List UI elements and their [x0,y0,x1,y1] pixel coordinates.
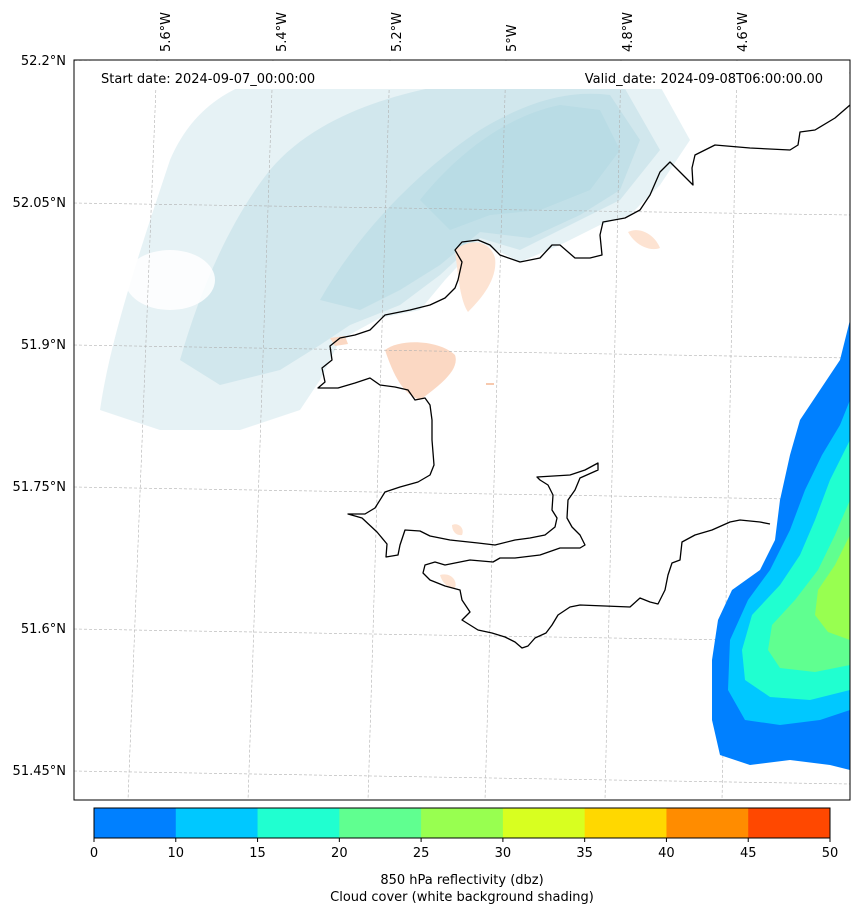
start-date-label: Start date: 2024-09-07_00:00:00 [101,72,315,87]
colorbar-segment [502,808,586,838]
colorbar-segment [257,808,340,838]
lon-label: 4.6°W [736,12,751,52]
colorbar-tick-label: 20 [331,846,348,861]
colorbar-label: 850 hPa reflectivity (dbz) [380,873,543,888]
colorbar-segment [94,808,177,838]
lon-label: 4.8°W [621,12,636,52]
colorbar: 0 10 15 20 25 30 35 40 45 50 850 hPa reflectivity… [90,807,839,905]
colorbar-tick-label: 45 [740,846,757,861]
colorbar-segment [748,808,831,838]
colorbar-sublabel: Cloud cover (white background shading) [330,890,594,905]
valid-date-label: Valid_date: 2024-09-08T06:00:00.00 [585,72,823,87]
lat-label: 51.75°N [13,480,66,495]
lon-label: 5.4°W [275,12,290,52]
map-panel [74,60,850,800]
cloud-cover-shading [100,68,690,430]
lon-label: 5.6°W [159,12,174,52]
lat-label: 51.9°N [21,338,66,353]
lat-label: 52.05°N [13,196,66,211]
colorbar-tick-label: 35 [576,846,593,861]
colorbar-tick-label: 40 [658,846,675,861]
header-band [75,61,849,89]
colorbar-tick-label: 30 [495,846,512,861]
lat-label: 51.45°N [13,764,66,779]
colorbar-tick-label: 50 [822,846,839,861]
lon-label: 5.2°W [390,12,405,52]
colorbar-segment [421,808,504,838]
colorbar-segment [339,808,422,838]
lat-label: 51.6°N [21,622,66,637]
reflectivity-field [712,320,850,770]
colorbar-tick-label: 25 [413,846,430,861]
colorbar-segment [175,808,259,838]
lat-label: 52.2°N [21,54,66,69]
colorbar-tick-label: 0 [90,846,98,861]
colorbar-tick-label: 10 [168,846,185,861]
colorbar-tick-label: 15 [249,846,266,861]
lon-label: 5°W [505,24,520,52]
coastline [317,104,850,649]
longitude-gridlines [127,60,738,800]
colorbar-segment [666,808,749,838]
light-precip-patches [330,230,660,588]
colorbar-border [93,807,831,839]
colorbar-segment [584,808,667,838]
map-border [73,59,851,801]
